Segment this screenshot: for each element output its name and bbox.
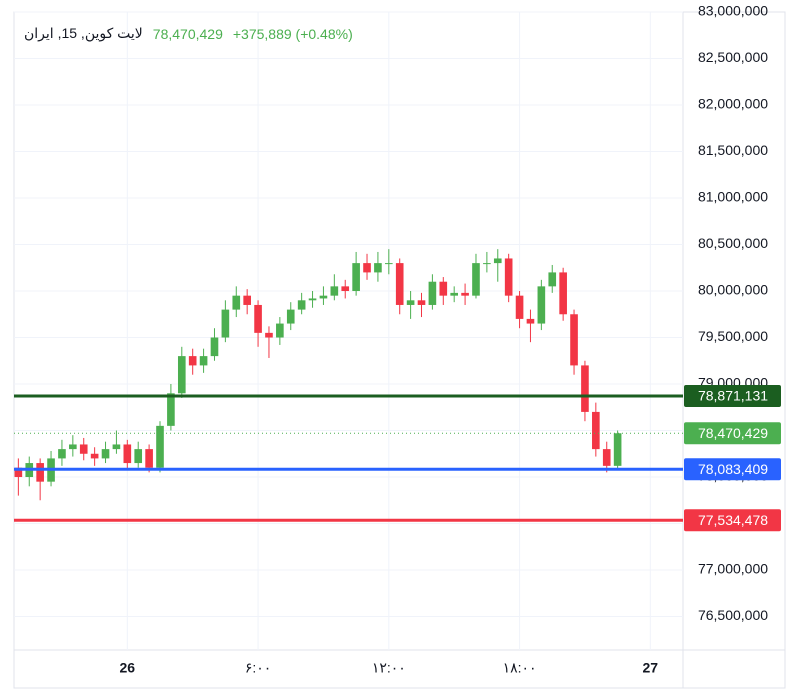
y-tick-label: 81,000,000 (698, 189, 768, 205)
candle-body (472, 263, 480, 296)
candle-body (450, 292, 459, 296)
candle-body (493, 258, 502, 264)
x-tick-label: ۶:۰۰ (245, 660, 271, 676)
header: لایت کوین, 15, ایران 78,470,429 +375,889… (24, 25, 353, 42)
candle-body (406, 300, 415, 305)
price-label: 77,534,478 (698, 512, 768, 528)
candle-body (548, 272, 557, 287)
y-tick-label: 80,000,000 (698, 282, 768, 298)
candle-body (90, 453, 99, 459)
candle-body (570, 314, 578, 366)
candle-body (232, 295, 241, 310)
candle-body (439, 281, 448, 296)
candle-body (526, 318, 535, 324)
candle-body (428, 281, 437, 305)
candle-body (461, 292, 469, 296)
candle-body (559, 272, 567, 315)
y-tick-label: 79,500,000 (698, 328, 768, 344)
candle-body (134, 449, 143, 464)
candle-body (265, 332, 273, 338)
candle-body (341, 286, 350, 292)
candle-body (504, 258, 513, 296)
y-tick-label: 82,000,000 (698, 96, 768, 112)
candle-body (592, 411, 600, 450)
price-label-box (684, 384, 781, 407)
price-label: 78,083,409 (698, 461, 768, 477)
candle-body (243, 295, 251, 305)
frame (13, 11, 786, 689)
candle-body (395, 263, 404, 305)
candle-body (177, 356, 186, 394)
y-tick-label: 81,500,000 (698, 142, 768, 158)
price-label-box (684, 458, 781, 481)
x-tick-label: ۱۸:۰۰ (503, 660, 537, 676)
candle-body (308, 298, 317, 301)
candle-body (254, 304, 262, 333)
candle-body (14, 467, 23, 478)
candle-body (101, 449, 110, 459)
candle-body (319, 295, 328, 299)
candle-body (58, 449, 66, 459)
price-label: 78,871,131 (698, 388, 768, 404)
last-price: 78,470,429 (152, 25, 223, 42)
candle-body (352, 263, 360, 292)
candle-body (363, 263, 371, 273)
candle-body (374, 263, 382, 273)
y-tick-label: 83,000,000 (698, 3, 768, 19)
candle-body (145, 449, 153, 468)
candle-body (69, 444, 77, 450)
candle-body (483, 263, 491, 265)
y-tick-label: 77,000,000 (698, 561, 768, 577)
candle-body (156, 425, 164, 468)
price-label-box (684, 422, 781, 445)
x-tick-label: ۱۲:۰۰ (372, 660, 406, 676)
x-tick-label: 26 (120, 660, 136, 676)
candle-body (581, 365, 589, 412)
price-label-box (684, 509, 781, 532)
y-tick-label: 82,500,000 (698, 49, 768, 65)
y-tick-label: 76,500,000 (698, 607, 768, 623)
symbol-title: لایت کوین, 15, ایران (24, 25, 143, 41)
candle-body (199, 356, 208, 366)
candle-body (210, 337, 219, 357)
candle-body (286, 309, 295, 324)
candle-body (602, 449, 611, 466)
candle-body (221, 309, 230, 338)
candle-body (385, 263, 393, 265)
candle-body (79, 444, 88, 454)
candle-body (537, 286, 546, 324)
candle-body (276, 323, 284, 338)
y-tick-label: 80,500,000 (698, 235, 768, 251)
candle-body (167, 393, 175, 426)
candle-body (123, 444, 132, 464)
candle-body (330, 286, 339, 296)
candle-body (515, 295, 524, 319)
price-change: +375,889 (+0.48%) (232, 25, 353, 42)
candle-body (613, 433, 622, 466)
candle-body (36, 463, 44, 482)
x-tick-label: 27 (643, 660, 659, 676)
candle-body (297, 300, 306, 310)
candle-body (417, 300, 426, 305)
candle-body (112, 444, 121, 450)
price-label: 78,470,429 (698, 425, 768, 441)
candle-body (188, 356, 197, 366)
